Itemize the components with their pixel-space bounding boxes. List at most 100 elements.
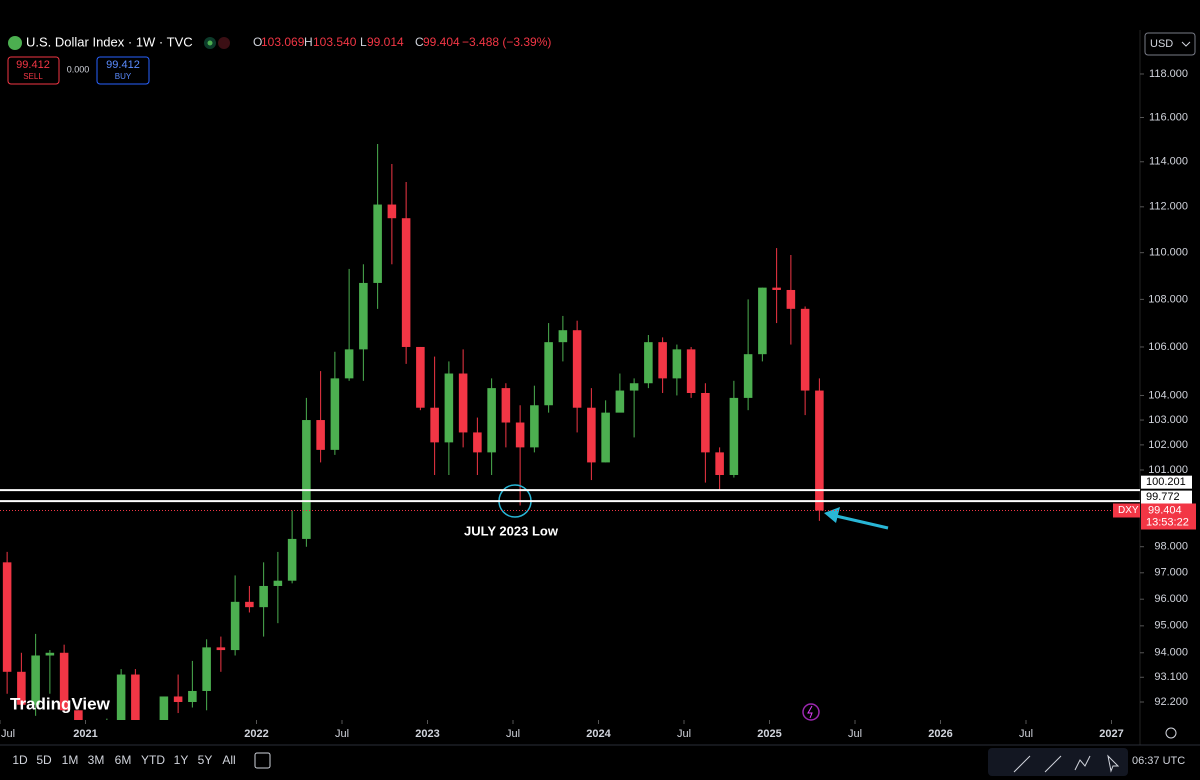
candle-body [487, 388, 496, 453]
ohlc-value: 99.014 [367, 35, 404, 49]
arrow-head [824, 507, 840, 523]
candle-body [373, 204, 382, 283]
range-button[interactable]: All [222, 753, 235, 767]
candle-body [131, 674, 140, 720]
spread: 0.000 [67, 64, 90, 74]
plot-area [2, 143, 824, 720]
candle-body [615, 390, 625, 413]
annotation-arrow [835, 514, 889, 530]
y-tick-label: 92.200 [1154, 696, 1188, 708]
y-tick-label: 96.000 [1154, 593, 1188, 605]
candle-body [159, 696, 169, 720]
ohlc-label: O [253, 35, 262, 49]
calendar-icon[interactable] [254, 752, 271, 769]
x-tick-label: Jul [1, 728, 15, 740]
candle-body [515, 422, 525, 448]
y-tick-label: 93.100 [1154, 671, 1188, 683]
ohlc-label: L [360, 35, 367, 49]
annotation-text: JULY 2023 Low [464, 523, 559, 538]
range-button[interactable]: 1Y [174, 753, 189, 767]
candle-body [230, 601, 240, 651]
candle-body [715, 452, 724, 475]
range-button[interactable]: 6M [115, 753, 132, 767]
candle-body [387, 204, 397, 219]
candle-body [344, 349, 354, 379]
y-tick-label: 103.000 [1148, 414, 1188, 426]
candle-body [644, 342, 653, 384]
change: −3.488 (−3.39%) [462, 35, 551, 49]
level-label: 100.201 [1146, 476, 1186, 488]
ohlc-value: 103.069 [261, 35, 305, 49]
range-button[interactable]: 5D [36, 753, 52, 767]
ohlc-value: 103.540 [313, 35, 357, 49]
candle-body [17, 671, 26, 705]
x-tick-label: 2021 [73, 728, 97, 740]
candle-body [544, 342, 553, 406]
lightning-icon[interactable] [802, 703, 820, 721]
candle-body [729, 397, 739, 475]
sell-label: SELL [23, 72, 43, 81]
level-tag [1141, 475, 1192, 489]
x-tick-label: 2023 [415, 728, 439, 740]
candle-body [74, 710, 83, 720]
buy-label: BUY [115, 72, 132, 81]
symbol-title: U.S. Dollar Index · 1W · TVC [26, 34, 193, 49]
y-tick-label: 110.000 [1149, 247, 1188, 259]
candle-body [188, 690, 197, 702]
x-tick-label: 2026 [928, 728, 952, 740]
x-tick-label: Jul [677, 728, 691, 740]
range-button[interactable]: 5Y [198, 753, 213, 767]
candle-body [401, 218, 411, 347]
candle-body [173, 696, 183, 702]
y-tick-label: 108.000 [1148, 293, 1188, 305]
range-button[interactable]: 1M [62, 753, 79, 767]
chevron [1181, 41, 1191, 47]
candle-body [316, 420, 325, 450]
range-button[interactable]: 3M [88, 753, 105, 767]
candle-body [686, 349, 696, 394]
candle-body [473, 432, 482, 453]
currency-select[interactable] [1144, 32, 1196, 56]
candle-body [572, 330, 582, 408]
candle-body [629, 383, 639, 391]
lightning [807, 705, 813, 719]
y-tick-label: 116.000 [1149, 111, 1188, 123]
buy-button[interactable] [96, 56, 150, 85]
candle-body [587, 407, 596, 463]
status-dot [207, 40, 213, 46]
candle-body [116, 674, 126, 720]
buy-price: 99.412 [106, 59, 140, 71]
candle-body [287, 538, 297, 581]
sell-button[interactable] [7, 56, 60, 85]
candle-body [45, 652, 55, 656]
logo: TradingView [10, 694, 111, 713]
y-tick-label: 118.000 [1149, 68, 1188, 80]
drawing-tools[interactable] [1013, 754, 1120, 773]
candle-body [601, 412, 610, 463]
candle-body [216, 647, 226, 651]
settings-icon[interactable] [1165, 727, 1177, 739]
candle-body [245, 601, 254, 608]
y-tick-label: 101.000 [1148, 464, 1188, 476]
status-icon [218, 37, 230, 49]
candle-body [658, 342, 667, 379]
candle-body [501, 388, 511, 423]
x-tick-label: Jul [848, 728, 862, 740]
range-button[interactable]: 1D [12, 753, 28, 767]
y-tick-label: 114.000 [1149, 156, 1188, 168]
candle-body [430, 407, 439, 443]
drawing-toolbar [988, 748, 1128, 776]
candle-body [530, 405, 539, 448]
symbol-icon [8, 36, 22, 50]
range-button[interactable]: YTD [141, 753, 165, 767]
sell-price: 99.412 [16, 59, 50, 71]
ohlc-label: C [415, 35, 424, 49]
candle-body [416, 346, 425, 408]
ohlc-value: 99.404 [423, 35, 460, 49]
y-tick-label: 102.000 [1148, 439, 1188, 451]
candle-body [458, 373, 468, 433]
candle-body [59, 652, 69, 711]
y-tick-label: 106.000 [1148, 341, 1188, 353]
